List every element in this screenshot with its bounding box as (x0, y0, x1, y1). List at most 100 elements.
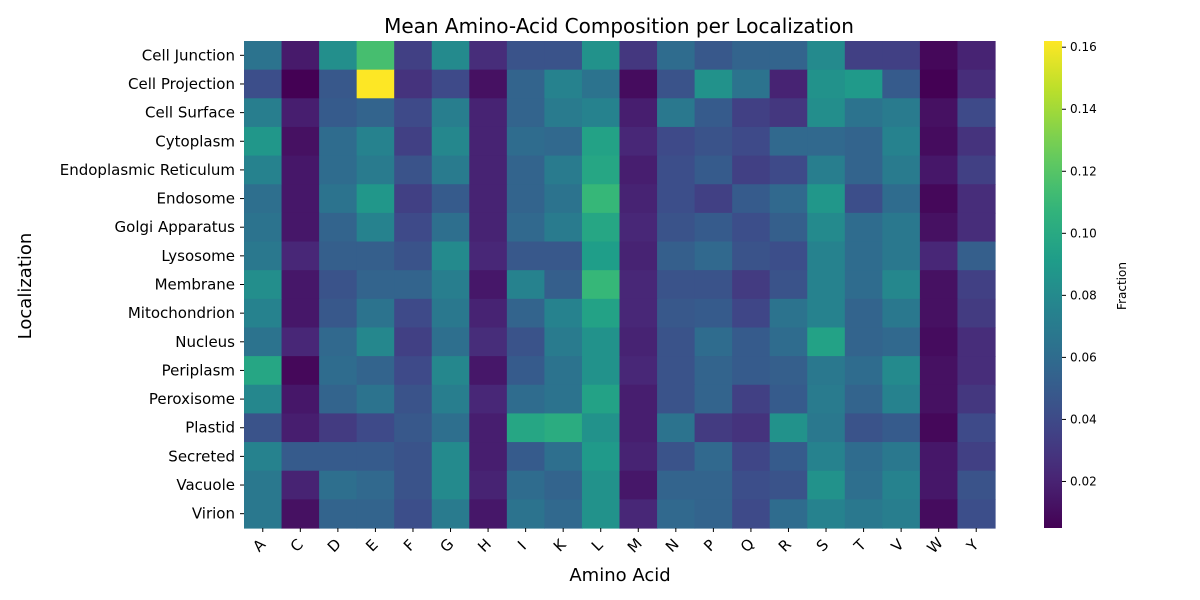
heatmap-cell (769, 470, 808, 500)
heatmap-cell (469, 184, 508, 214)
y-tick-label: Cell Junction (142, 46, 235, 64)
heatmap-cell (694, 241, 733, 271)
heatmap-cell (957, 184, 996, 214)
heatmap-cell (319, 327, 358, 357)
heatmap-cell (957, 356, 996, 386)
heatmap-cell (619, 298, 658, 329)
x-tick-label: L (588, 536, 607, 555)
heatmap-cell (394, 41, 433, 71)
heatmap-cell (244, 413, 283, 443)
heatmap-cell (694, 356, 733, 386)
heatmap-cell (807, 41, 846, 71)
heatmap-cell (544, 442, 583, 472)
heatmap-cell (882, 356, 921, 386)
y-tick-label: Peroxisome (149, 390, 235, 408)
colorbar-tick-label: 0.04 (1070, 412, 1097, 426)
heatmap-cell (469, 126, 508, 157)
heatmap-cell (619, 384, 658, 415)
heatmap-cell (544, 41, 583, 71)
heatmap-cell (619, 41, 658, 71)
heatmap-cell (244, 470, 283, 500)
heatmap-cell (657, 356, 696, 386)
colorbar-tick-label: 0.06 (1070, 350, 1097, 364)
heatmap-cell (657, 298, 696, 329)
heatmap-cell (807, 499, 846, 529)
heatmap-cell (882, 69, 921, 99)
heatmap-cell (732, 212, 771, 243)
heatmap-cell (394, 499, 433, 529)
heatmap-cell (544, 499, 583, 529)
heatmap-cell (882, 499, 921, 529)
heatmap-cell (356, 442, 395, 472)
heatmap-cell (581, 356, 621, 386)
heatmap-cell (657, 126, 696, 157)
heatmap-cell (356, 270, 395, 300)
heatmap-cell (694, 384, 733, 415)
heatmap-cell (807, 155, 846, 185)
heatmap-cell (506, 499, 545, 529)
heatmap-cell (506, 470, 545, 500)
heatmap-cell (657, 41, 696, 71)
heatmap-cell (657, 270, 696, 300)
heatmap-cell (619, 155, 658, 185)
colorbar (1044, 41, 1062, 528)
heatmap-cell (281, 298, 320, 329)
heatmap-cell (581, 499, 621, 529)
heatmap-cell (694, 155, 733, 185)
x-tick-label: A (249, 535, 270, 556)
x-tick-label: E (362, 536, 381, 555)
heatmap-cell (919, 384, 959, 415)
x-tick-label: K (550, 535, 571, 556)
heatmap-cell (957, 69, 996, 99)
heatmap-cell (807, 212, 846, 243)
heatmap-cell (844, 298, 883, 329)
heatmap-cell (506, 98, 545, 128)
x-tick-label: D (324, 535, 345, 556)
heatmap-cell (394, 384, 433, 415)
heatmap-cell (882, 298, 921, 329)
heatmap-cell (581, 470, 621, 500)
heatmap-cell (882, 270, 921, 300)
heatmap-cell (769, 413, 808, 443)
heatmap-cell (694, 298, 733, 329)
heatmap-cell (244, 327, 283, 357)
heatmap-cell (844, 499, 883, 529)
heatmap-cell (957, 499, 996, 529)
heatmap-cell (469, 241, 508, 271)
y-tick-label: Lysosome (161, 247, 235, 265)
heatmap-cell (919, 155, 959, 185)
heatmap-cell (544, 241, 583, 271)
heatmap-cell (732, 270, 771, 300)
heatmap-cell (619, 184, 658, 214)
heatmap-cell (244, 41, 283, 71)
heatmap-cell (657, 327, 696, 357)
heatmap-cell (544, 98, 583, 128)
heatmap-cell (919, 69, 959, 99)
heatmap-cell (544, 384, 583, 415)
colorbar-tick-label: 0.02 (1070, 474, 1097, 488)
heatmap-cell (769, 499, 808, 529)
y-tick-label: Secreted (168, 447, 235, 465)
heatmap-cell (619, 327, 658, 357)
heatmap-cell (619, 356, 658, 386)
heatmap-cell (469, 270, 508, 300)
heatmap-cell (244, 98, 283, 128)
heatmap-cell (957, 241, 996, 271)
heatmap-cell (769, 241, 808, 271)
heatmap-cell (807, 98, 846, 128)
heatmap-cell (769, 155, 808, 185)
heatmap-cell (394, 212, 433, 243)
heatmap-cell (506, 442, 545, 472)
heatmap-cell (356, 356, 395, 386)
heatmap-cell (769, 126, 808, 157)
heatmap-cell (919, 126, 959, 157)
heatmap-cell (769, 270, 808, 300)
heatmap-cell (319, 98, 358, 128)
heatmap-cell (394, 470, 433, 500)
heatmap-cell (506, 241, 545, 271)
colorbar-tick-label: 0.14 (1070, 102, 1097, 116)
heatmap-cell (281, 126, 320, 157)
heatmap-cell (694, 442, 733, 472)
heatmap-cell (319, 184, 358, 214)
heatmap-cell (657, 212, 696, 243)
